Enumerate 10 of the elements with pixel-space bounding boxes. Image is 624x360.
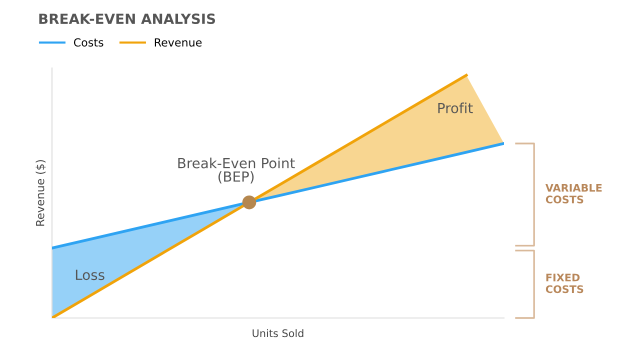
chart-title: BREAK-EVEN ANALYSIS [39,14,216,24]
annotation: Loss [76,270,104,280]
legend-label: Costs [74,38,104,47]
annotation: Break-Even Point (BEP) [178,158,295,184]
x-axis-title: Units Sold [252,329,304,338]
legend-label: Revenue [154,38,202,47]
annotation: Profit [438,102,473,114]
text: FIXED COSTS [546,274,584,294]
y-axis-title: Revenue ($) [36,160,46,226]
text: VARIABLE COSTS [545,184,602,204]
